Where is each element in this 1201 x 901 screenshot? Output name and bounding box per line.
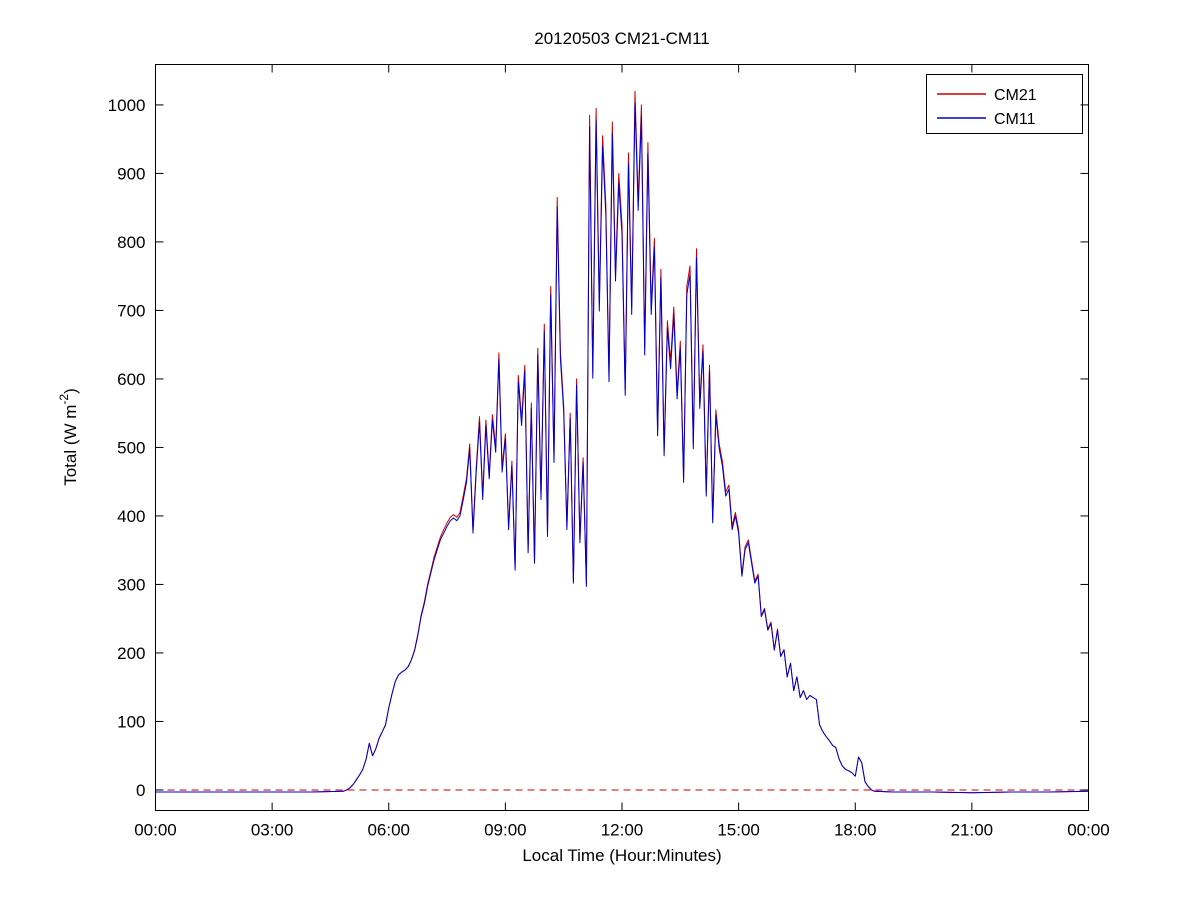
y-tick-label: 400 [117, 507, 145, 526]
y-axis-label: Total (W m-2) [57, 388, 80, 486]
series-line-cm21 [155, 90, 1089, 794]
x-tick-label: 00:00 [134, 821, 177, 840]
chart-title: 20120503 CM21-CM11 [534, 29, 709, 48]
y-tick-label: 800 [117, 233, 145, 252]
y-tick-label: 900 [117, 164, 145, 183]
legend-label-cm11: CM11 [994, 111, 1036, 128]
y-tick-label: 100 [117, 712, 145, 731]
x-tick-label: 21:00 [951, 821, 994, 840]
y-tick-label: 600 [117, 370, 145, 389]
legend-box [926, 74, 1083, 134]
y-axis-label-close: ) [61, 388, 80, 394]
legend: CM21 CM11 [926, 74, 1083, 134]
y-axis-label-superscript: -2 [57, 394, 71, 405]
series-line-cm11 [155, 102, 1089, 794]
legend-label-cm21: CM21 [994, 87, 1037, 104]
axes-box [155, 64, 1089, 811]
y-tick-label: 300 [117, 575, 145, 594]
x-tick-label: 12:00 [601, 821, 644, 840]
y-tick-label: 700 [117, 301, 145, 320]
y-tick-label: 1000 [108, 96, 146, 115]
x-tick-label: 18:00 [834, 821, 877, 840]
x-tick-label: 00:00 [1067, 821, 1110, 840]
y-tick-label: 0 [136, 781, 145, 800]
x-axis-label: Local Time (Hour:Minutes) [522, 846, 721, 865]
x-tick-label: 15:00 [717, 821, 760, 840]
x-tick-label: 06:00 [367, 821, 410, 840]
y-tick-label: 200 [117, 644, 145, 663]
x-tick-label: 09:00 [484, 821, 527, 840]
y-tick-label: 500 [117, 438, 145, 457]
y-axis-label-main: Total (W m [61, 405, 80, 486]
x-tick-label: 03:00 [251, 821, 294, 840]
